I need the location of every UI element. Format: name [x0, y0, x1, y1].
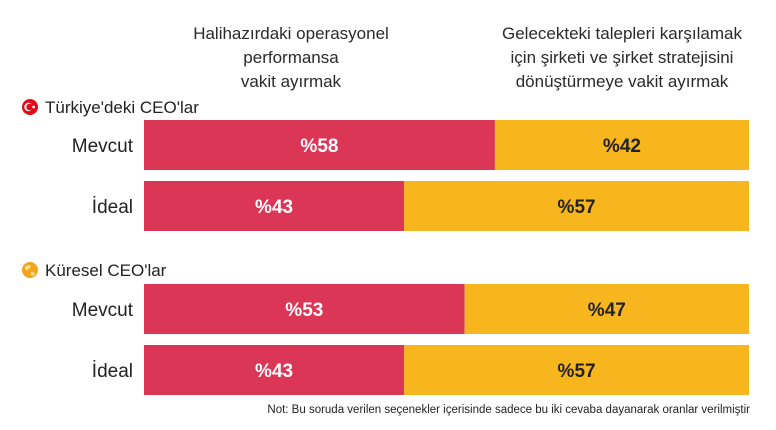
globe-disc	[22, 262, 38, 278]
bar-value-label: %57	[558, 197, 596, 218]
bar-segment-transformation	[404, 181, 749, 231]
bar-row-i-deal: İdeal %43 %57	[92, 181, 749, 231]
bar-value-label: %47	[588, 300, 626, 321]
column-header-line: vakit ayırmak	[241, 72, 342, 91]
bar-value-label: %42	[603, 136, 641, 157]
bar-row-i-deal: İdeal %43 %57	[92, 345, 749, 395]
bar-segment-operational	[144, 284, 465, 334]
group-turkiye-deki-ceo-lar: Türkiye'deki CEO'lar Mevcut %58 %42 İdeal %43…	[22, 98, 749, 231]
row-label: İdeal	[92, 361, 133, 382]
bar-segment-operational	[144, 181, 405, 231]
group-kuresel-ceo-lar: Küresel CEO'lar Mevcut %53 %47 İdeal %43 %57	[22, 261, 749, 395]
column-header-line: dönüştürmeye vakit ayırmak	[516, 72, 729, 91]
column-headers: Halihazırdaki operasyonel performansa vaki…	[193, 24, 742, 91]
chart-groups: Türkiye'deki CEO'lar Mevcut %58 %42 İdeal %43…	[22, 98, 749, 395]
bar-segment-transformation	[464, 284, 749, 334]
row-label: Mevcut	[72, 300, 134, 321]
column-header-2: Gelecekteki talepleri karşılamak için şir…	[502, 24, 742, 91]
bar-segment-operational	[144, 120, 495, 170]
column-header-line: Gelecekteki talepleri karşılamak	[502, 24, 742, 43]
bar-value-label: %53	[285, 300, 323, 321]
footnote: Not: Bu soruda verilen seçenekler içeris…	[267, 404, 750, 416]
turkey-flag-icon	[22, 99, 38, 115]
flag-star	[32, 105, 35, 109]
column-header-line: Halihazırdaki operasyonel	[193, 24, 389, 43]
bar-segment-transformation	[494, 120, 749, 170]
group-title: Küresel CEO'lar	[45, 261, 167, 280]
bar-segment-transformation	[404, 345, 749, 395]
bar-row-mevcut: Mevcut %53 %47	[72, 284, 749, 334]
bar-segment-operational	[144, 345, 405, 395]
column-header-1: Halihazırdaki operasyonel performansa vaki…	[193, 24, 389, 91]
row-label: İdeal	[92, 197, 133, 218]
group-title: Türkiye'deki CEO'lar	[45, 98, 199, 117]
column-header-line: için şirketi ve şirket stratejisini	[511, 48, 734, 67]
bar-value-label: %58	[300, 136, 338, 157]
flag-crescent-inner	[26, 103, 34, 111]
bar-row-mevcut: Mevcut %58 %42	[72, 120, 749, 170]
globe-land-1	[25, 265, 31, 271]
globe-land-2	[31, 271, 35, 276]
bar-value-label: %57	[558, 361, 596, 382]
bar-value-label: %43	[255, 197, 293, 218]
row-label: Mevcut	[72, 136, 134, 157]
globe-icon	[22, 262, 38, 278]
bar-value-label: %43	[255, 361, 293, 382]
column-header-line: performansa	[243, 48, 339, 67]
